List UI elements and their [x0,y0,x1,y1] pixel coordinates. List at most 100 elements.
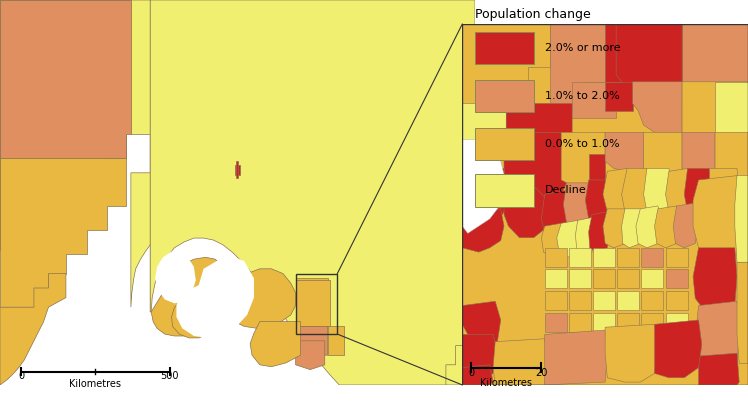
Polygon shape [0,0,131,134]
Polygon shape [545,330,607,385]
Polygon shape [695,301,739,371]
Polygon shape [328,326,344,355]
Text: 0: 0 [18,371,25,381]
Text: Kilometres: Kilometres [480,379,533,389]
Polygon shape [151,257,230,336]
Polygon shape [295,326,328,360]
Polygon shape [666,334,687,353]
Polygon shape [622,209,643,248]
Polygon shape [622,168,649,215]
Polygon shape [636,206,662,248]
Polygon shape [150,0,475,385]
Bar [475,128,534,160]
Polygon shape [616,24,682,103]
Polygon shape [295,278,328,326]
Polygon shape [462,103,506,168]
Polygon shape [593,313,615,332]
Polygon shape [666,168,691,215]
Polygon shape [462,24,551,168]
Text: Population change: Population change [475,8,591,21]
Polygon shape [641,313,663,332]
Polygon shape [617,269,640,288]
Polygon shape [542,190,572,238]
Polygon shape [643,82,682,103]
Polygon shape [462,24,748,385]
Polygon shape [462,168,506,238]
Polygon shape [589,154,605,180]
Polygon shape [542,223,567,258]
Polygon shape [545,334,567,353]
Polygon shape [643,168,673,215]
Polygon shape [561,132,605,190]
Polygon shape [551,24,605,111]
Polygon shape [641,269,663,288]
Polygon shape [682,24,748,103]
Text: 2.0% or more: 2.0% or more [545,43,621,53]
Polygon shape [666,269,687,288]
Polygon shape [0,158,126,307]
Polygon shape [603,168,633,215]
Polygon shape [633,82,682,132]
Polygon shape [155,249,196,304]
Polygon shape [545,269,567,288]
Polygon shape [462,209,504,252]
Polygon shape [569,313,591,332]
Polygon shape [236,161,239,178]
Polygon shape [0,273,66,385]
Polygon shape [0,0,131,158]
Polygon shape [666,313,687,332]
Polygon shape [605,24,748,103]
Text: 500: 500 [160,371,179,381]
Polygon shape [710,168,739,223]
Polygon shape [593,269,615,288]
Polygon shape [545,313,567,332]
Polygon shape [605,132,643,171]
Polygon shape [225,269,295,328]
Polygon shape [569,248,591,267]
Polygon shape [693,248,737,313]
Polygon shape [593,248,615,267]
Bar [475,80,534,112]
Polygon shape [617,334,640,353]
Polygon shape [617,248,640,267]
Polygon shape [715,82,748,183]
Polygon shape [617,291,640,310]
Polygon shape [699,353,739,385]
Polygon shape [641,334,663,353]
Polygon shape [171,293,221,338]
Polygon shape [569,269,591,288]
Polygon shape [603,209,627,248]
Polygon shape [493,339,548,385]
Polygon shape [545,291,567,310]
Polygon shape [0,134,126,249]
Polygon shape [462,365,493,385]
Polygon shape [605,82,633,111]
Polygon shape [737,262,748,363]
Polygon shape [295,341,325,370]
Polygon shape [563,183,592,229]
Text: 0: 0 [468,368,474,378]
Polygon shape [715,132,748,197]
Polygon shape [235,165,240,175]
Polygon shape [673,203,699,248]
Polygon shape [557,221,581,258]
Polygon shape [641,248,663,267]
Polygon shape [506,103,572,154]
Polygon shape [593,334,615,353]
Polygon shape [617,313,640,332]
Polygon shape [605,324,658,382]
Text: 0.0% to 1.0%: 0.0% to 1.0% [545,140,619,149]
Polygon shape [586,180,610,223]
Polygon shape [654,206,680,248]
Polygon shape [589,212,610,252]
Polygon shape [504,186,548,238]
Text: Decline: Decline [545,186,586,195]
Polygon shape [295,280,330,326]
Text: Kilometres: Kilometres [70,379,121,389]
Polygon shape [0,0,131,134]
Polygon shape [177,254,254,338]
Polygon shape [693,176,743,258]
Polygon shape [666,248,687,267]
Bar [475,32,534,64]
Polygon shape [682,132,715,180]
